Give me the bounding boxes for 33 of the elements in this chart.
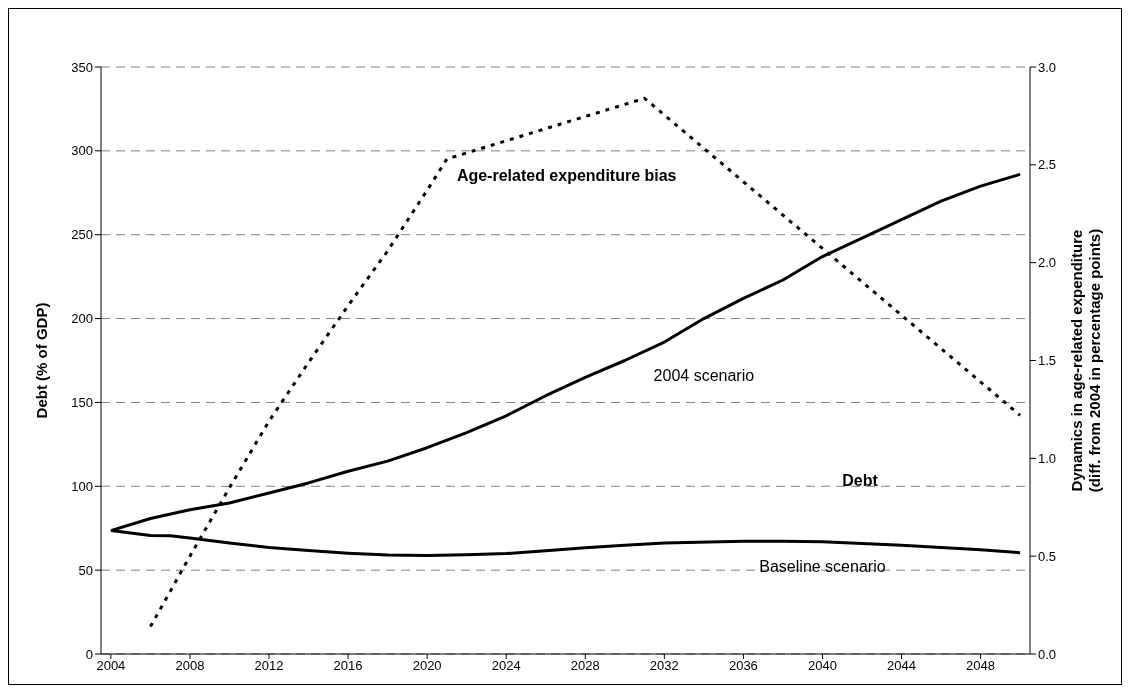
x-tick-label: 2040 bbox=[808, 658, 837, 674]
x-tick-label: 2020 bbox=[412, 658, 442, 674]
y2-tick-label: 1.5 bbox=[1038, 353, 1057, 369]
x-tick-label: 2024 bbox=[491, 658, 521, 674]
y2-axis-title: Dynamics in age-related expenditure (diff. from 2004 in percentage points) bbox=[1068, 228, 1103, 493]
annotation: Debt bbox=[842, 472, 878, 490]
x-tick-label: 2048 bbox=[966, 658, 996, 674]
series-label: Age-related expenditure bias bbox=[456, 166, 677, 184]
y2-tick-label: 2.5 bbox=[1038, 157, 1057, 173]
x-tick-label: 2012 bbox=[254, 658, 284, 674]
series-label: Baseline scenario bbox=[759, 557, 886, 575]
y-tick-label: 350 bbox=[71, 59, 93, 75]
x-tick-label: 2004 bbox=[96, 658, 126, 674]
x-tick-label: 2044 bbox=[887, 658, 916, 674]
x-tick-label: 2008 bbox=[175, 658, 205, 674]
y2-tick-label: 0.0 bbox=[1038, 646, 1057, 662]
x-tick-label: 2032 bbox=[649, 658, 679, 674]
series-label: 2004 scenario bbox=[653, 366, 755, 384]
y2-tick-label: 2.0 bbox=[1038, 255, 1057, 271]
y2-tick-label: 0.5 bbox=[1038, 548, 1057, 564]
y-tick-label: 300 bbox=[71, 143, 93, 159]
y-tick-label: 50 bbox=[78, 562, 93, 578]
y2-tick-label: 3.0 bbox=[1038, 59, 1057, 75]
y-tick-label: 100 bbox=[71, 478, 93, 494]
x-tick-label: 2028 bbox=[570, 658, 600, 674]
x-tick-label: 2016 bbox=[333, 658, 363, 674]
y-tick-label: 150 bbox=[71, 395, 93, 411]
y-tick-label: 250 bbox=[71, 227, 93, 243]
y-axis-title: Debt (% of GDP) bbox=[33, 302, 51, 419]
y-tick-label: 0 bbox=[85, 646, 93, 662]
y-tick-label: 200 bbox=[71, 311, 93, 327]
x-tick-label: 2036 bbox=[728, 658, 758, 674]
y2-tick-label: 1.0 bbox=[1038, 450, 1057, 466]
